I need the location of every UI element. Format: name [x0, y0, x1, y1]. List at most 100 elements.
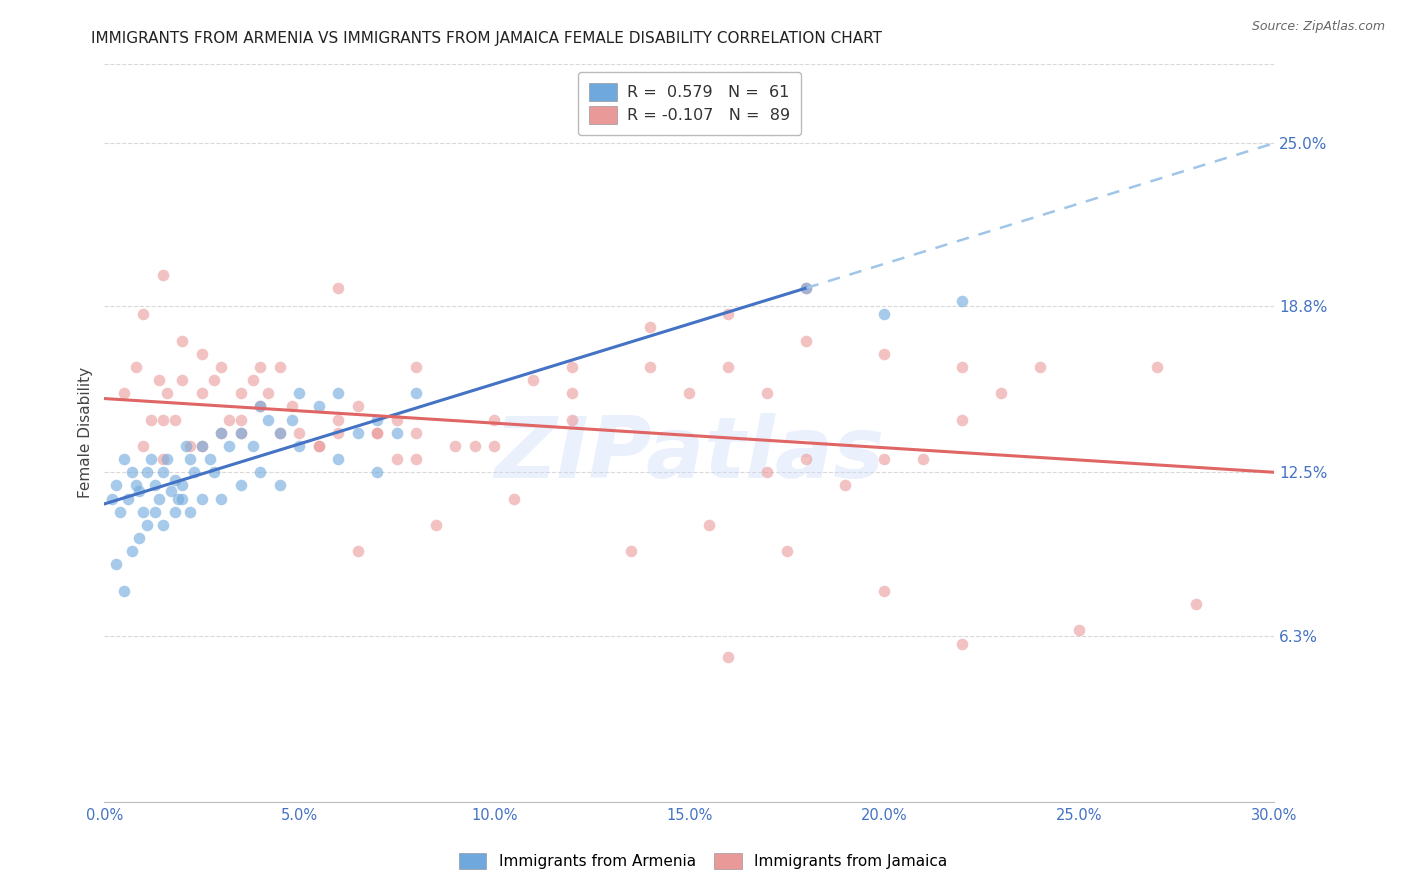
Point: [1146, 359, 1168, 374]
Point: [678, 386, 700, 401]
Point: [280, 400, 302, 414]
Point: [179, 452, 201, 467]
Point: [561, 386, 583, 401]
Point: [269, 359, 291, 374]
Point: [1029, 359, 1052, 374]
Point: [385, 425, 408, 440]
Point: [717, 307, 740, 321]
Point: [136, 465, 159, 479]
Point: [952, 294, 974, 309]
Point: [112, 583, 135, 598]
Point: [229, 478, 252, 492]
Point: [269, 425, 291, 440]
Point: [425, 518, 447, 533]
Point: [249, 400, 271, 414]
Y-axis label: Female Disability: Female Disability: [79, 368, 93, 499]
Point: [179, 439, 201, 453]
Point: [218, 439, 240, 453]
Point: [873, 347, 896, 361]
Point: [202, 373, 225, 387]
Point: [308, 439, 330, 453]
Point: [141, 412, 163, 426]
Point: [952, 636, 974, 650]
Point: [249, 400, 271, 414]
Point: [912, 452, 935, 467]
Point: [209, 491, 232, 506]
Point: [229, 425, 252, 440]
Point: [717, 359, 740, 374]
Point: [172, 373, 194, 387]
Point: [242, 373, 264, 387]
Point: [163, 412, 186, 426]
Point: [796, 334, 818, 348]
Point: [1185, 597, 1208, 611]
Point: [561, 359, 583, 374]
Point: [218, 412, 240, 426]
Point: [328, 452, 350, 467]
Point: [366, 425, 388, 440]
Point: [834, 478, 856, 492]
Text: Source: ZipAtlas.com: Source: ZipAtlas.com: [1251, 20, 1385, 33]
Point: [873, 583, 896, 598]
Point: [385, 452, 408, 467]
Legend: Immigrants from Armenia, Immigrants from Jamaica: Immigrants from Armenia, Immigrants from…: [453, 847, 953, 875]
Point: [269, 478, 291, 492]
Point: [105, 478, 128, 492]
Point: [152, 518, 174, 533]
Point: [229, 412, 252, 426]
Point: [796, 281, 818, 295]
Point: [249, 359, 271, 374]
Point: [249, 465, 271, 479]
Point: [174, 439, 197, 453]
Point: [143, 505, 166, 519]
Point: [132, 505, 155, 519]
Point: [152, 412, 174, 426]
Point: [444, 439, 467, 453]
Point: [484, 412, 506, 426]
Point: [776, 544, 799, 558]
Point: [112, 386, 135, 401]
Point: [242, 439, 264, 453]
Point: [328, 425, 350, 440]
Point: [405, 425, 427, 440]
Point: [796, 281, 818, 295]
Point: [152, 268, 174, 282]
Point: [288, 425, 311, 440]
Point: [257, 386, 280, 401]
Point: [143, 478, 166, 492]
Point: [756, 465, 779, 479]
Point: [522, 373, 544, 387]
Point: [112, 452, 135, 467]
Point: [873, 307, 896, 321]
Point: [128, 531, 150, 545]
Point: [328, 386, 350, 401]
Point: [280, 412, 302, 426]
Point: [1069, 624, 1091, 638]
Point: [108, 505, 131, 519]
Point: [257, 412, 280, 426]
Point: [191, 439, 214, 453]
Point: [209, 425, 232, 440]
Point: [308, 439, 330, 453]
Point: [156, 386, 179, 401]
Point: [229, 425, 252, 440]
Point: [191, 491, 214, 506]
Point: [167, 491, 190, 506]
Point: [756, 386, 779, 401]
Point: [952, 359, 974, 374]
Point: [101, 491, 124, 506]
Point: [152, 465, 174, 479]
Point: [288, 439, 311, 453]
Point: [198, 452, 221, 467]
Point: [366, 425, 388, 440]
Point: [405, 386, 427, 401]
Point: [156, 452, 179, 467]
Point: [202, 465, 225, 479]
Point: [124, 359, 146, 374]
Point: [172, 491, 194, 506]
Point: [640, 320, 662, 334]
Point: [464, 439, 486, 453]
Point: [640, 359, 662, 374]
Point: [620, 544, 643, 558]
Point: [347, 544, 370, 558]
